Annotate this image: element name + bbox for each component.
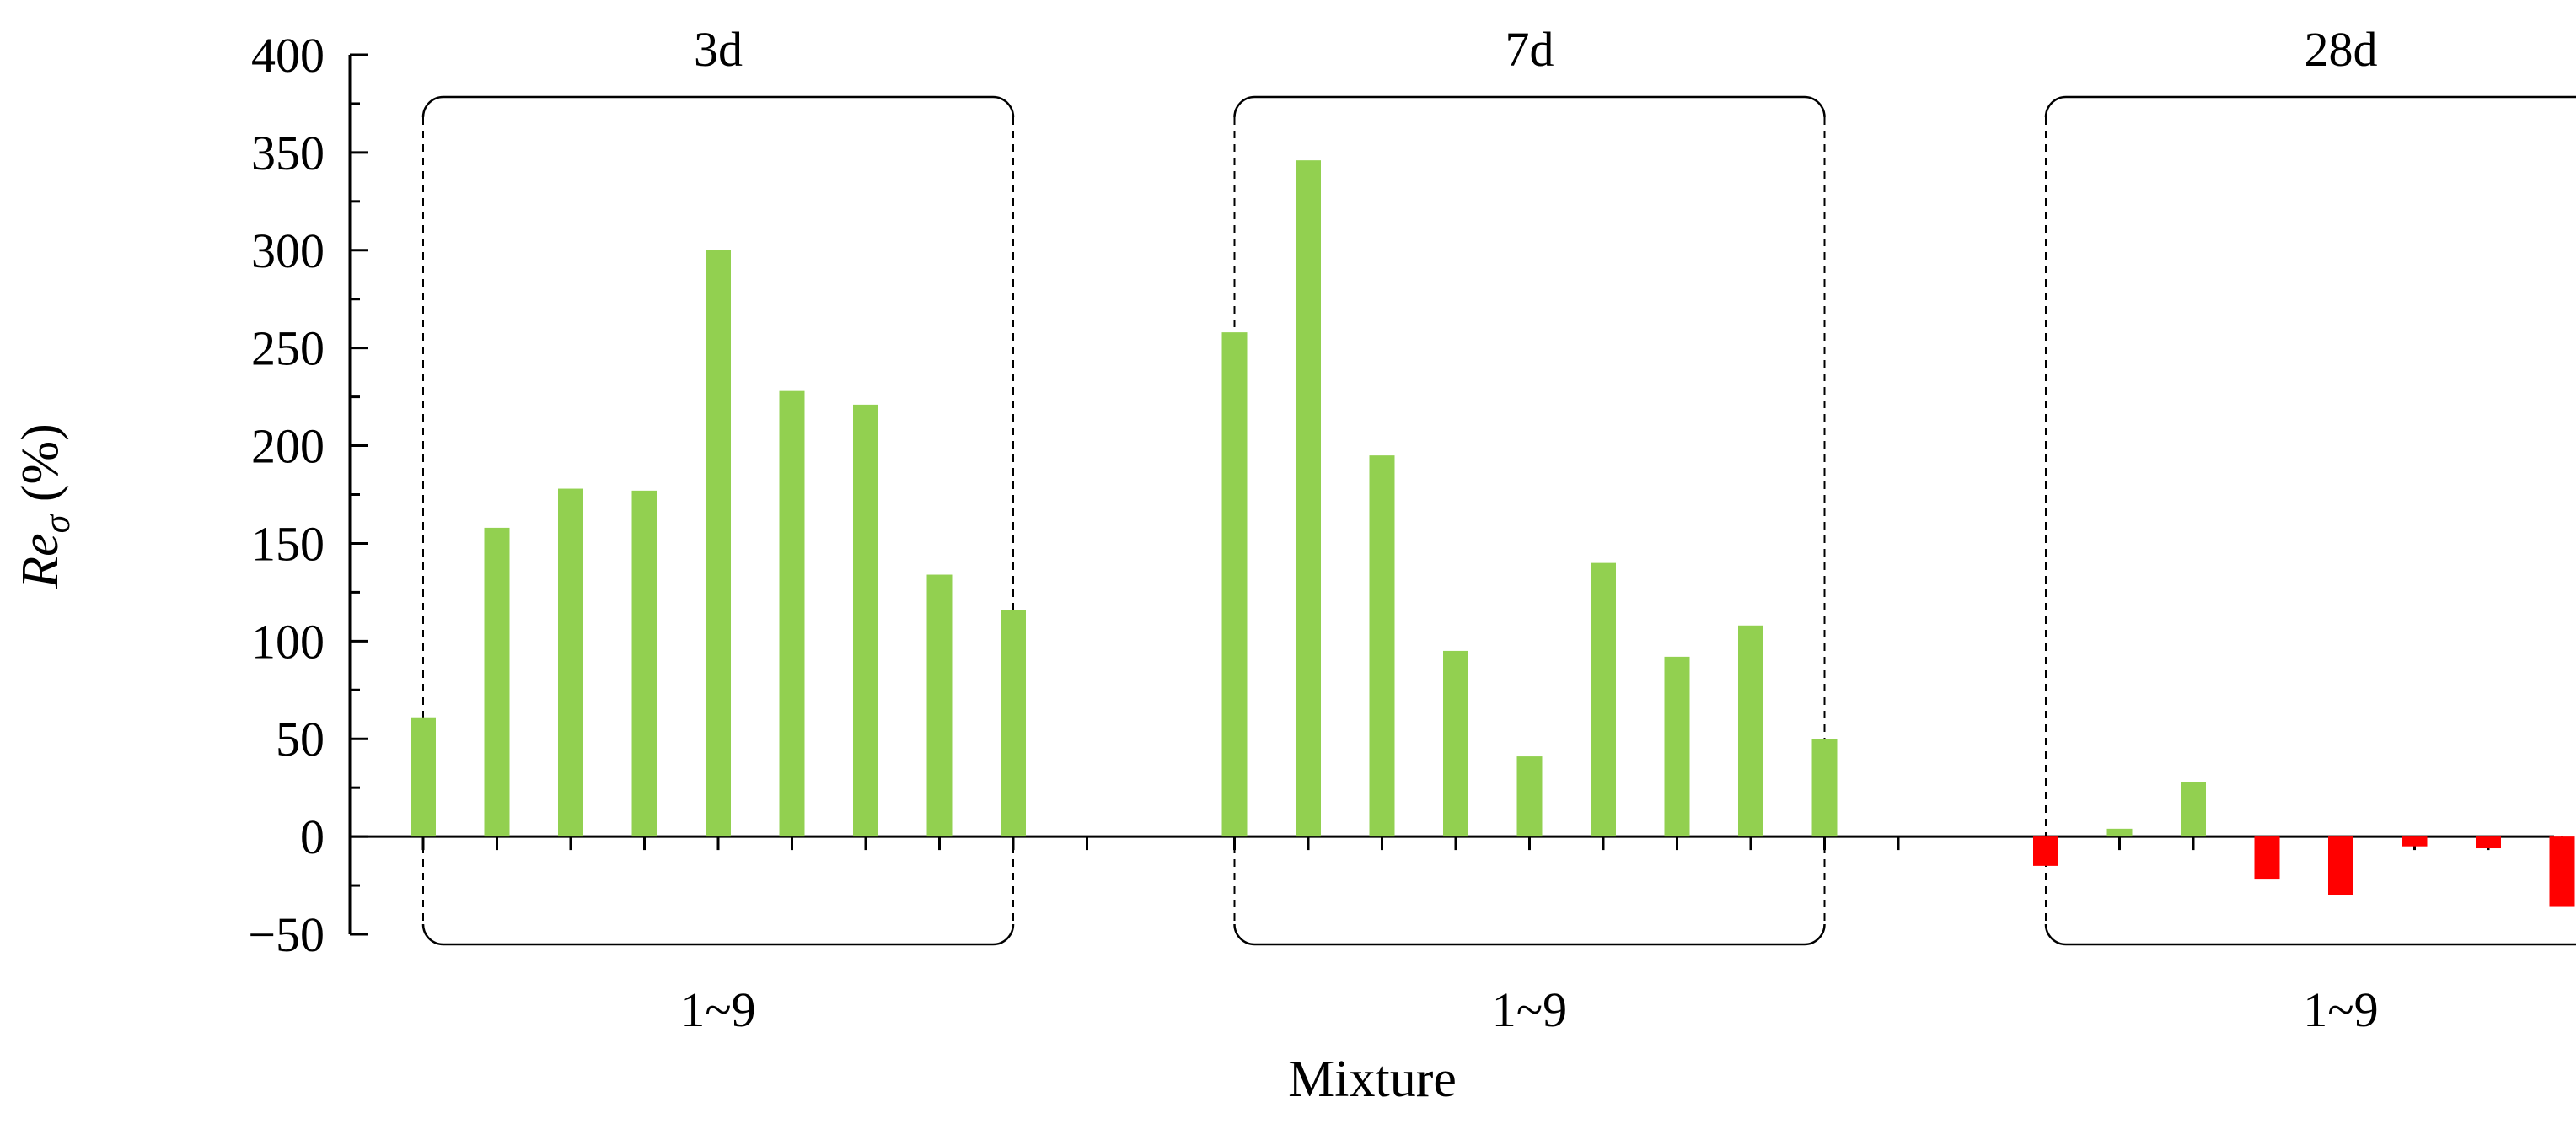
bar — [1443, 650, 1468, 837]
bar — [2106, 828, 2133, 837]
y-tick-label: 150 — [251, 516, 325, 571]
group-bottom-bracket — [2044, 923, 2576, 946]
bar — [1296, 160, 1321, 837]
y-tick-label: −50 — [248, 907, 325, 962]
y-tick-label: 250 — [251, 321, 325, 376]
bar — [1664, 656, 1690, 837]
bar — [2402, 836, 2428, 847]
bar — [1591, 562, 1616, 837]
x-axis-title: Mixture — [1288, 1051, 1457, 1108]
group-brackets — [421, 95, 2576, 946]
group-top-bracket — [2044, 95, 2576, 118]
bar — [2254, 836, 2280, 880]
y-axis-title: Reσ (%) — [12, 423, 78, 589]
group-name-label: 28d — [2305, 22, 2378, 77]
bar — [853, 404, 878, 837]
bar — [484, 527, 510, 837]
group-top-bracket — [421, 95, 1015, 118]
bar — [2328, 836, 2353, 895]
bar — [631, 490, 657, 837]
bar — [2181, 782, 2206, 837]
y-tick-label: 300 — [251, 223, 325, 278]
bars — [411, 160, 2575, 907]
group-bottom-bracket — [421, 923, 1015, 946]
bar — [411, 717, 436, 837]
bar — [1221, 332, 1248, 837]
group-range-label: 1~9 — [2303, 982, 2378, 1037]
y-tick-label: 50 — [276, 712, 325, 766]
bar — [706, 250, 731, 837]
y-axis-title-subscript: σ — [36, 513, 78, 533]
y-axis-title-unit: (%) — [12, 423, 69, 514]
bar — [2033, 836, 2058, 866]
bar — [926, 574, 953, 837]
bar — [1516, 756, 1543, 837]
y-tick-label: 200 — [251, 419, 325, 474]
y-axis: −50 0 50 100 150 200 250 300 350 400 — [248, 28, 368, 962]
bar — [2549, 836, 2575, 907]
bar — [2476, 836, 2501, 849]
group-range-label: 1~9 — [1492, 982, 1567, 1037]
group-top-bracket — [1233, 95, 1826, 118]
y-tick-label: 100 — [251, 614, 325, 669]
group-bottom-bracket — [1233, 923, 1826, 946]
bar — [1811, 739, 1838, 837]
group-range-label: 1~9 — [680, 982, 755, 1037]
y-tick-label: 400 — [251, 28, 325, 83]
y-axis-title-main: Re — [12, 533, 69, 589]
bar — [1738, 625, 1763, 837]
y-tick-label: 0 — [300, 809, 325, 864]
group-labels: 3d 1~9 7d 1~9 28d 1~9 — [680, 22, 2378, 1037]
bar — [1369, 455, 1395, 837]
bar — [1001, 610, 1026, 837]
bar — [558, 488, 583, 837]
x-axis — [350, 835, 2563, 851]
bar — [779, 390, 805, 837]
group-name-label: 7d — [1505, 22, 1554, 77]
y-tick-label: 350 — [251, 126, 325, 180]
group-name-label: 3d — [694, 22, 743, 77]
